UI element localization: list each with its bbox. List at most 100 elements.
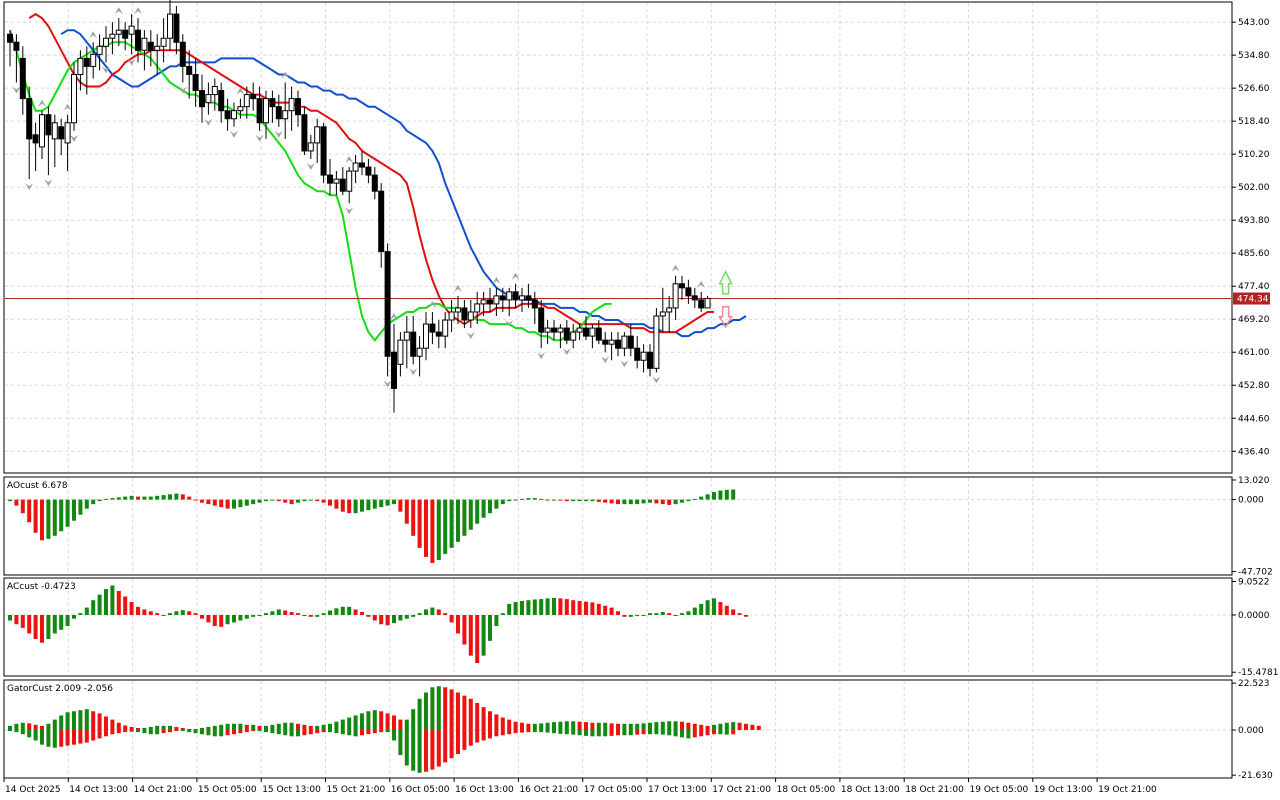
candle[interactable] bbox=[339, 167, 346, 196]
price-pane[interactable] bbox=[3, 1, 1233, 474]
candle[interactable] bbox=[77, 50, 84, 91]
candle[interactable] bbox=[83, 46, 90, 95]
candle[interactable] bbox=[704, 295, 711, 309]
candle[interactable] bbox=[384, 243, 391, 377]
candle[interactable] bbox=[205, 82, 212, 115]
candle[interactable] bbox=[71, 62, 77, 131]
candle[interactable] bbox=[544, 320, 551, 345]
candle[interactable] bbox=[551, 320, 557, 341]
candle[interactable] bbox=[314, 118, 321, 164]
candle[interactable] bbox=[576, 324, 583, 341]
candle[interactable] bbox=[570, 324, 577, 349]
candle[interactable] bbox=[231, 102, 237, 127]
candle[interactable] bbox=[135, 18, 141, 63]
candle[interactable] bbox=[525, 283, 532, 308]
candle[interactable] bbox=[39, 110, 45, 159]
candle[interactable] bbox=[263, 90, 269, 139]
candle[interactable] bbox=[647, 344, 653, 377]
candle[interactable] bbox=[154, 34, 161, 75]
candle[interactable] bbox=[493, 287, 500, 316]
candle[interactable] bbox=[615, 332, 621, 357]
candle[interactable] bbox=[679, 275, 685, 300]
candle[interactable] bbox=[32, 122, 39, 172]
candle[interactable] bbox=[640, 344, 647, 373]
candle[interactable] bbox=[557, 324, 564, 349]
candle[interactable] bbox=[442, 311, 449, 349]
candle[interactable] bbox=[96, 34, 103, 71]
candle[interactable] bbox=[391, 324, 397, 413]
candle[interactable] bbox=[192, 58, 199, 107]
candle[interactable] bbox=[474, 291, 481, 325]
candle[interactable] bbox=[378, 183, 385, 268]
candle[interactable] bbox=[538, 299, 545, 349]
candle[interactable] bbox=[109, 22, 116, 55]
candle[interactable] bbox=[429, 311, 436, 345]
candle[interactable] bbox=[608, 332, 615, 361]
candle[interactable] bbox=[698, 291, 705, 312]
candle[interactable] bbox=[45, 106, 52, 176]
candle[interactable] bbox=[250, 82, 257, 111]
candle[interactable] bbox=[512, 283, 519, 308]
candle[interactable] bbox=[218, 82, 225, 123]
candle[interactable] bbox=[269, 90, 276, 123]
candle[interactable] bbox=[275, 94, 282, 127]
candle[interactable] bbox=[307, 134, 314, 159]
candle[interactable] bbox=[666, 295, 673, 333]
candle[interactable] bbox=[595, 320, 602, 345]
candle[interactable] bbox=[224, 98, 231, 131]
candle[interactable] bbox=[147, 30, 154, 67]
candle[interactable] bbox=[103, 26, 109, 63]
candle[interactable] bbox=[506, 287, 513, 316]
candle[interactable] bbox=[282, 82, 289, 139]
candle[interactable] bbox=[301, 106, 308, 155]
candle[interactable] bbox=[128, 14, 135, 55]
candle[interactable] bbox=[58, 118, 65, 155]
candle[interactable] bbox=[499, 287, 506, 312]
candle[interactable] bbox=[141, 30, 148, 71]
candle[interactable] bbox=[359, 150, 365, 176]
candle[interactable] bbox=[288, 86, 295, 131]
candle[interactable] bbox=[410, 316, 417, 365]
candle[interactable] bbox=[659, 287, 666, 333]
candle[interactable] bbox=[423, 311, 429, 361]
candle[interactable] bbox=[90, 42, 97, 79]
candle[interactable] bbox=[199, 74, 205, 123]
candle[interactable] bbox=[211, 78, 218, 111]
candle[interactable] bbox=[173, 6, 180, 55]
candle[interactable] bbox=[352, 154, 359, 184]
candle[interactable] bbox=[19, 46, 26, 115]
candle[interactable] bbox=[320, 122, 327, 184]
candle[interactable] bbox=[634, 336, 641, 369]
ao-pane[interactable] bbox=[3, 476, 1233, 576]
candle[interactable] bbox=[333, 171, 340, 196]
candle[interactable] bbox=[487, 287, 493, 312]
candle[interactable] bbox=[26, 86, 33, 180]
candle[interactable] bbox=[160, 18, 167, 63]
candle[interactable] bbox=[455, 295, 461, 325]
candle[interactable] bbox=[627, 324, 634, 357]
candle[interactable] bbox=[583, 316, 589, 341]
candle[interactable] bbox=[179, 34, 186, 83]
candle[interactable] bbox=[51, 114, 58, 168]
candle[interactable] bbox=[64, 114, 71, 172]
candle[interactable] bbox=[448, 299, 455, 333]
candle[interactable] bbox=[327, 159, 333, 196]
candle[interactable] bbox=[186, 50, 193, 99]
candle[interactable] bbox=[467, 299, 474, 329]
candle[interactable] bbox=[589, 324, 596, 349]
ac-pane[interactable] bbox=[3, 577, 1233, 677]
candle[interactable] bbox=[365, 159, 372, 184]
candle[interactable] bbox=[7, 30, 13, 67]
candle[interactable] bbox=[115, 18, 122, 47]
candle[interactable] bbox=[237, 98, 244, 119]
candle[interactable] bbox=[167, 0, 173, 51]
candle[interactable] bbox=[403, 316, 410, 369]
candle[interactable] bbox=[243, 86, 250, 119]
candle[interactable] bbox=[371, 167, 378, 200]
candle[interactable] bbox=[295, 90, 301, 127]
candle[interactable] bbox=[531, 291, 538, 325]
candle[interactable] bbox=[691, 287, 698, 308]
candle[interactable] bbox=[602, 332, 609, 353]
candle[interactable] bbox=[685, 279, 692, 304]
